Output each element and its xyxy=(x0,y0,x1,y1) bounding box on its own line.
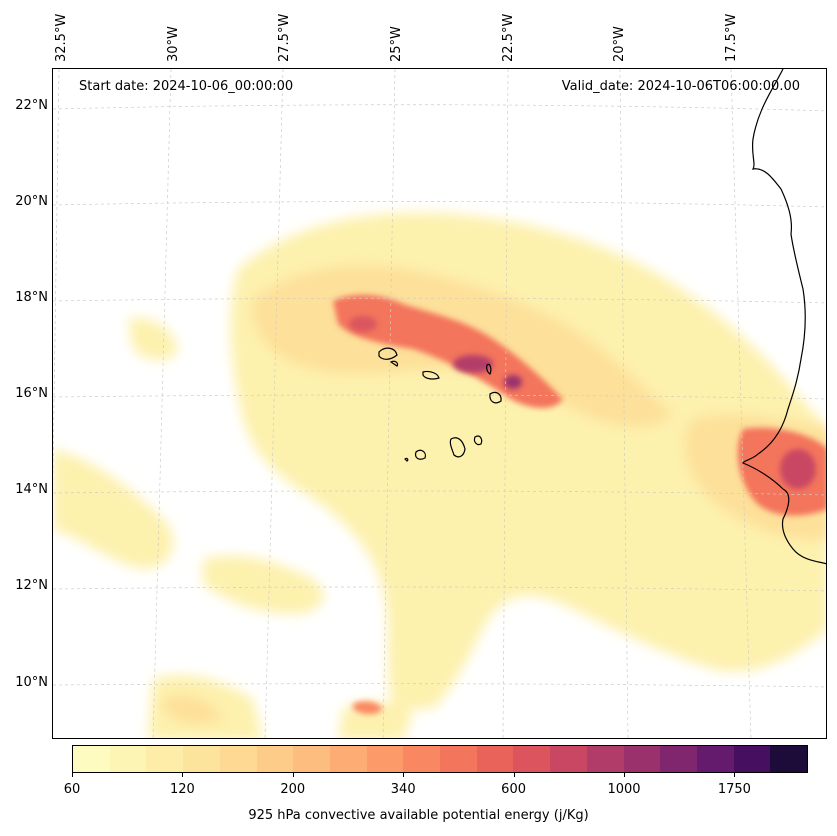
cape-peak-3 xyxy=(780,449,816,489)
cape-peak-4 xyxy=(349,316,377,332)
colorbar-tickmark xyxy=(624,773,625,777)
island-brava xyxy=(404,457,409,462)
cape-peak-1 xyxy=(453,355,493,373)
island-fogo xyxy=(414,449,426,460)
latitude-label: 12°N xyxy=(15,578,48,593)
cape-peak-2 xyxy=(504,375,522,389)
cape-band-sw xyxy=(203,555,324,614)
colorbar-tick-label: 120 xyxy=(169,782,195,797)
africa-coastline xyxy=(742,69,826,565)
colorbar-tick-label: 60 xyxy=(63,782,81,797)
colorbar-swatch xyxy=(513,746,551,772)
colorbar-swatch xyxy=(73,746,110,772)
coastlines xyxy=(378,69,826,565)
colorbar xyxy=(72,745,808,773)
colorbar-swatch xyxy=(770,746,808,772)
island-santiago xyxy=(449,437,466,458)
colorbar-tickmark xyxy=(513,773,515,777)
latitude-label: 22°N xyxy=(15,98,48,113)
colorbar-tick-label: 1750 xyxy=(717,782,751,797)
map-panel: Start date: 2024-10-06_00:00:00 Valid_da… xyxy=(52,68,827,739)
cape-map xyxy=(53,69,826,738)
cape-high-small xyxy=(353,701,383,715)
colorbar-label: 925 hPa convective available potential e… xyxy=(248,808,589,823)
colorbar-swatch xyxy=(733,746,771,772)
island-santo-antao xyxy=(378,347,398,360)
start-date-text: Start date: 2024-10-06_00:00:00 xyxy=(79,79,294,94)
valid-date-text: Valid_date: 2024-10-06T06:00:00.00 xyxy=(561,79,800,94)
longitude-label: 17.5°W xyxy=(724,13,739,62)
colorbar-swatch xyxy=(366,746,404,772)
latitude-label: 20°N xyxy=(15,194,48,209)
colorbar-tick-label: 600 xyxy=(501,782,527,797)
colorbar-swatch xyxy=(550,746,587,772)
longitude-label: 22.5°W xyxy=(501,13,516,62)
colorbar-swatch xyxy=(696,746,734,772)
colorbar-swatch xyxy=(660,746,697,772)
island-boa-vista xyxy=(489,391,502,404)
latitude-label: 10°N xyxy=(15,675,48,690)
colorbar-swatch xyxy=(146,746,184,772)
cape-band-west xyxy=(53,449,174,569)
gridlines xyxy=(53,69,826,738)
colorbar-swatch xyxy=(623,746,661,772)
colorbar-tick-label: 200 xyxy=(280,782,306,797)
latitude-label: 18°N xyxy=(15,290,48,305)
colorbar-swatch xyxy=(109,746,147,772)
colorbar-tick-label: 340 xyxy=(390,782,416,797)
colorbar-swatch xyxy=(183,746,220,772)
colorbar-tickmark xyxy=(403,773,405,777)
colorbar-tick-label: 1000 xyxy=(607,782,641,797)
cape-band-left xyxy=(128,318,178,361)
longitude-label: 32.5°W xyxy=(54,13,69,62)
colorbar-tickmark xyxy=(292,773,294,777)
island-maio xyxy=(473,435,483,446)
island-sal xyxy=(486,363,492,375)
colorbar-swatch xyxy=(403,746,441,772)
longitude-label: 25°W xyxy=(389,26,404,62)
colorbar-tickmark xyxy=(734,773,736,777)
cape-field-peak xyxy=(349,316,816,489)
island-sao-nicolau xyxy=(422,370,440,380)
latitude-label: 16°N xyxy=(15,386,48,401)
colorbar-swatch xyxy=(329,746,367,772)
longitude-label: 30°W xyxy=(166,26,181,62)
longitude-label: 27.5°W xyxy=(277,13,292,62)
colorbar-tickmark xyxy=(182,773,184,777)
cape-mid-sw xyxy=(163,695,223,725)
colorbar-swatch xyxy=(219,746,257,772)
colorbar-swatch xyxy=(586,746,624,772)
colorbar-swatch xyxy=(256,746,294,772)
latitude-label: 14°N xyxy=(15,482,48,497)
colorbar-swatch xyxy=(440,746,477,772)
colorbar-swatch xyxy=(476,746,514,772)
longitude-label: 20°W xyxy=(612,26,627,62)
island-sao-vicente xyxy=(389,360,399,367)
colorbar-swatch xyxy=(293,746,330,772)
colorbar-tickmark xyxy=(72,773,73,777)
